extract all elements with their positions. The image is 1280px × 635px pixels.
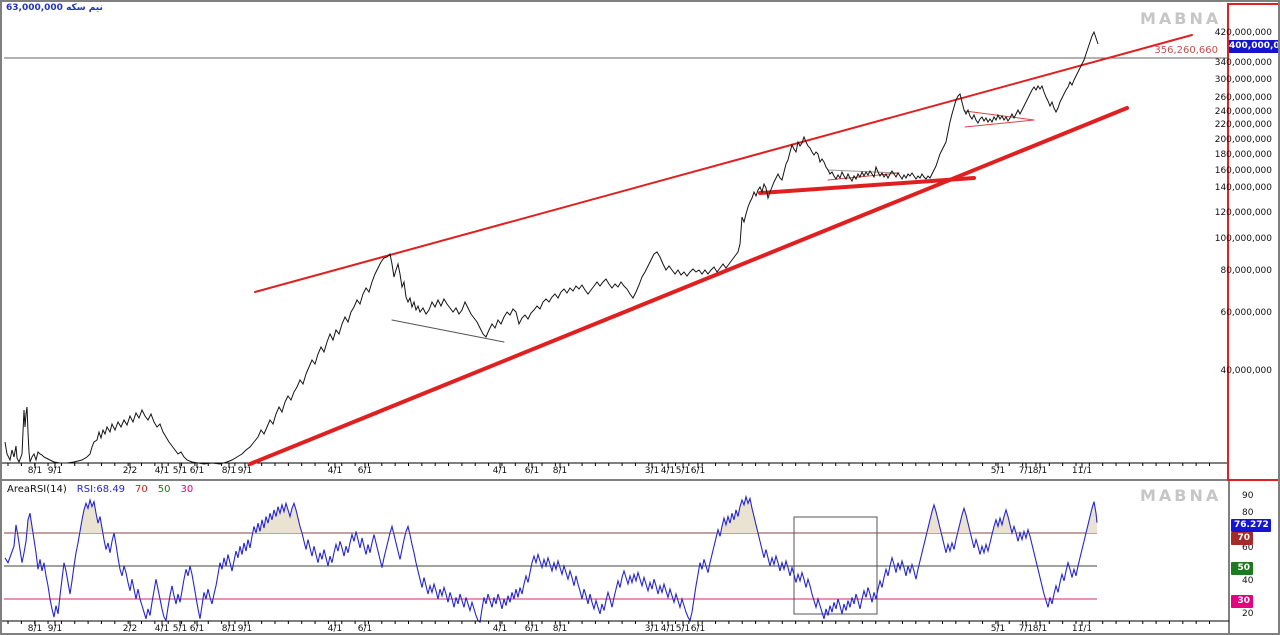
date-label: 4/1 <box>327 624 343 634</box>
rsi-tick-label: 20 <box>1242 609 1254 619</box>
highlighted-price-axis-value: 400,000,000 <box>1229 40 1280 53</box>
rsi-tick-label: 80 <box>1242 508 1254 518</box>
rsi-badge-70: 70 <box>1231 532 1253 545</box>
rsi-selection-box <box>793 516 878 615</box>
price-tick-label: 60,000,000 <box>1220 308 1272 318</box>
date-label: 6/1 <box>357 466 373 476</box>
rsi-level-50-label: 50 <box>157 484 171 495</box>
symbol-name: نيم سكه <box>66 3 103 13</box>
date-label: 5/1 <box>675 624 691 634</box>
date-label: 6/1 <box>690 466 706 476</box>
rsi-overbought-area <box>5 496 1097 533</box>
date-label: 8/1 <box>1032 624 1048 634</box>
date-label: 8/1 <box>27 624 43 634</box>
price-tick-label: 140,000,000 <box>1214 183 1272 193</box>
date-label: 5/1 <box>990 624 1006 634</box>
date-label: 6/1 <box>524 466 540 476</box>
date-label: 5/1 <box>990 466 1006 476</box>
date-label: 9/1 <box>47 624 63 634</box>
rsi-line <box>4 494 1098 624</box>
pennant2-upper <box>964 110 1035 121</box>
pennant1-upper <box>827 169 900 174</box>
pennant2-lower <box>964 119 1035 128</box>
rsi-badge-30: 30 <box>1231 595 1253 608</box>
rsi-tick-label: 60 <box>1242 543 1254 553</box>
date-label: 7/1 <box>1018 466 1034 476</box>
date-label: 3/1 <box>644 624 660 634</box>
price-tick-label: 180,000,000 <box>1214 150 1272 160</box>
rsi-indicator-header: AreaRSI(14) RSI:68.49 70 50 30 <box>7 484 193 496</box>
date-label: 2/2 <box>122 624 138 634</box>
broker-watermark-rsi: MABNA <box>1140 486 1222 505</box>
price-tick-label: 160,000,000 <box>1214 166 1272 176</box>
date-label: 8/1 <box>1032 466 1048 476</box>
date-label: 8/1 <box>552 466 568 476</box>
price-tick-label: 220,000,000 <box>1214 120 1272 130</box>
last-price-label: 356,260,660 <box>1154 45 1218 56</box>
pennant1-lower <box>827 172 900 181</box>
symbol-info: 63,000,000 نيم سكه <box>6 3 103 13</box>
rsi-current-value-text: RSI:68.49 <box>76 484 126 495</box>
symbol-value: 63,000,000 <box>6 3 63 13</box>
rsi-tick-label: 90 <box>1242 491 1254 501</box>
date-label: 2/2 <box>122 466 138 476</box>
price-tick-label: 200,000,000 <box>1214 135 1272 145</box>
date-label: 6/1 <box>690 624 706 634</box>
mid-support-line <box>758 176 976 195</box>
price-tick-label: 420,000,000 <box>1214 28 1272 38</box>
price-tick-label: 80,000,000 <box>1220 266 1272 276</box>
date-label: 5/1 <box>172 624 188 634</box>
date-label: 9/1 <box>237 624 253 634</box>
date-label: 8/1 <box>221 624 237 634</box>
date-label: 4/1 <box>660 624 676 634</box>
date-label: 4/1 <box>492 466 508 476</box>
rsi-level-30-label: 30 <box>180 484 194 495</box>
date-label: 8/1 <box>552 624 568 634</box>
broker-watermark-main: MABNA <box>1140 9 1222 28</box>
date-label: 4/1 <box>154 624 170 634</box>
price-tick-label: 100,000,000 <box>1214 234 1272 244</box>
rsi-indicator-name: AreaRSI(14) <box>7 484 67 495</box>
date-label: 4/1 <box>492 624 508 634</box>
date-label: 8/1 <box>27 466 43 476</box>
price-tick-label: 340,000,000 <box>1214 58 1272 68</box>
price-tick-label: 240,000,000 <box>1214 107 1272 117</box>
date-label: 11/1 <box>1071 624 1093 634</box>
date-label: 3/1 <box>644 466 660 476</box>
rsi-tick-label: 40 <box>1242 576 1254 586</box>
price-tick-label: 120,000,000 <box>1214 208 1272 218</box>
rsi-badge-50: 50 <box>1231 562 1253 575</box>
date-label: 6/1 <box>524 624 540 634</box>
date-label: 4/1 <box>327 466 343 476</box>
date-label: 9/1 <box>237 466 253 476</box>
minor-black-trendline <box>391 319 505 343</box>
rsi-level-70-label: 70 <box>135 484 148 495</box>
rsi-badge-76.272: 76.272 <box>1231 519 1271 532</box>
lower-channel-line <box>248 106 1129 466</box>
date-label: 4/1 <box>660 466 676 476</box>
date-label: 7/1 <box>1018 624 1034 634</box>
date-label: 5/1 <box>675 466 691 476</box>
date-label: 8/1 <box>221 466 237 476</box>
date-label: 9/1 <box>47 466 63 476</box>
price-tick-label: 260,000,000 <box>1214 93 1272 103</box>
date-label: 6/1 <box>357 624 373 634</box>
price-line <box>4 30 1099 465</box>
upper-channel-line <box>254 34 1193 293</box>
date-label: 5/1 <box>172 466 188 476</box>
date-label: 11/1 <box>1071 466 1093 476</box>
price-axis-frame <box>1227 3 1278 481</box>
date-label: 6/1 <box>189 466 205 476</box>
price-tick-label: 300,000,000 <box>1214 75 1272 85</box>
date-label: 4/1 <box>154 466 170 476</box>
date-label: 6/1 <box>189 624 205 634</box>
price-tick-label: 40,000,000 <box>1220 366 1272 376</box>
